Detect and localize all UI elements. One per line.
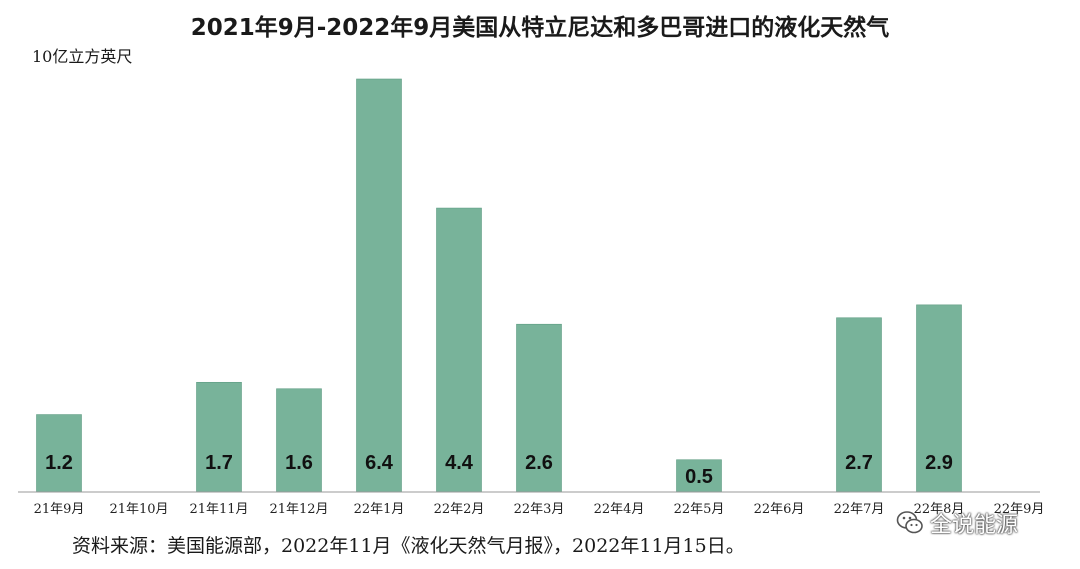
- bar: [356, 78, 402, 493]
- bar: [516, 323, 562, 493]
- bar: [36, 414, 82, 493]
- x-tick-label: 21年9月: [34, 502, 85, 517]
- bar-chart: 1.2 1.7 1.6 6.4 4.4 2.6 0.5 2.7 2.9 21年9月 21年10月 2…: [18, 78, 1045, 517]
- x-tick-label: 22年2月: [434, 502, 485, 517]
- x-tick-label: 22年1月: [354, 502, 405, 517]
- data-label: 0.5: [685, 466, 713, 488]
- x-tick-label: 21年11月: [189, 502, 248, 517]
- data-label: 1.7: [205, 452, 233, 474]
- x-tick-label: 22年8月: [914, 502, 965, 517]
- data-label: 4.4: [445, 452, 474, 474]
- x-tick-label: 22年7月: [834, 502, 885, 517]
- x-tick-label: 21年12月: [269, 502, 328, 517]
- data-label: 2.7: [845, 452, 873, 474]
- bar: [196, 381, 242, 493]
- y-axis-unit-label: 10亿立方英尺: [32, 47, 133, 66]
- bar: [276, 388, 322, 493]
- source-note: 资料来源：美国能源部，2022年11月《液化天然气月报》，2022年11月15日…: [72, 535, 745, 557]
- data-label: 2.9: [925, 452, 953, 474]
- watermark-text: 全说能源: [930, 513, 1019, 538]
- data-label: 2.6: [525, 452, 553, 474]
- chart-title: 2021年9月-2022年9月美国从特立尼达和多巴哥进口的液化天然气: [190, 15, 890, 41]
- x-tick-label: 22年4月: [594, 502, 645, 517]
- x-tick-label: 22年6月: [754, 502, 805, 517]
- data-label: 1.6: [285, 452, 313, 474]
- wechat-icon: [896, 511, 923, 534]
- watermark: 全说能源: [896, 507, 1018, 539]
- x-tick-label: 22年9月: [994, 502, 1045, 517]
- bar: [436, 207, 482, 493]
- data-label: 6.4: [365, 452, 394, 474]
- x-tick-label: 22年3月: [514, 502, 565, 517]
- data-label: 1.2: [45, 452, 73, 474]
- x-tick-label: 22年5月: [674, 502, 725, 517]
- x-tick-label: 21年10月: [109, 502, 168, 517]
